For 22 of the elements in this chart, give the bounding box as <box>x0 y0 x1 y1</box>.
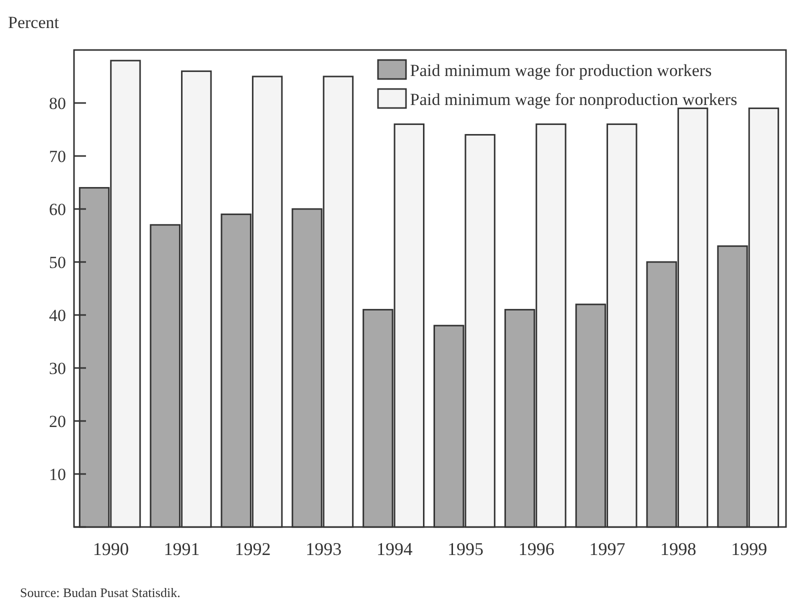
x-tick-label: 1998 <box>660 539 696 559</box>
source-note: Source: Budan Pusat Statisdik. <box>20 585 180 600</box>
x-tick-label: 1990 <box>92 539 129 559</box>
x-tick-label: 1995 <box>447 539 484 559</box>
y-axis-title: Percent <box>8 13 60 32</box>
legend-label: Paid minimum wage for nonproduction workers <box>410 90 738 109</box>
y-tick-label: 20 <box>49 412 66 431</box>
x-tick-label: 1999 <box>731 539 768 559</box>
x-tick-label: 1991 <box>164 539 200 559</box>
y-tick-label: 50 <box>49 252 66 272</box>
y-tick-label: 80 <box>49 94 66 113</box>
y-tick-label: 30 <box>49 358 66 378</box>
y-tick-label: 70 <box>49 146 66 166</box>
x-tick-label: 1996 <box>518 539 554 559</box>
x-tick-label: 1994 <box>376 539 413 559</box>
y-tick-label: 10 <box>49 464 66 484</box>
y-tick-label: 40 <box>49 306 66 325</box>
x-tick-label: 1993 <box>306 539 342 559</box>
y-tick-label: 60 <box>49 200 66 219</box>
x-tick-label: 1992 <box>234 539 271 559</box>
x-tick-label: 1997 <box>589 539 626 559</box>
legend-label: Paid minimum wage for production workers <box>410 60 712 80</box>
